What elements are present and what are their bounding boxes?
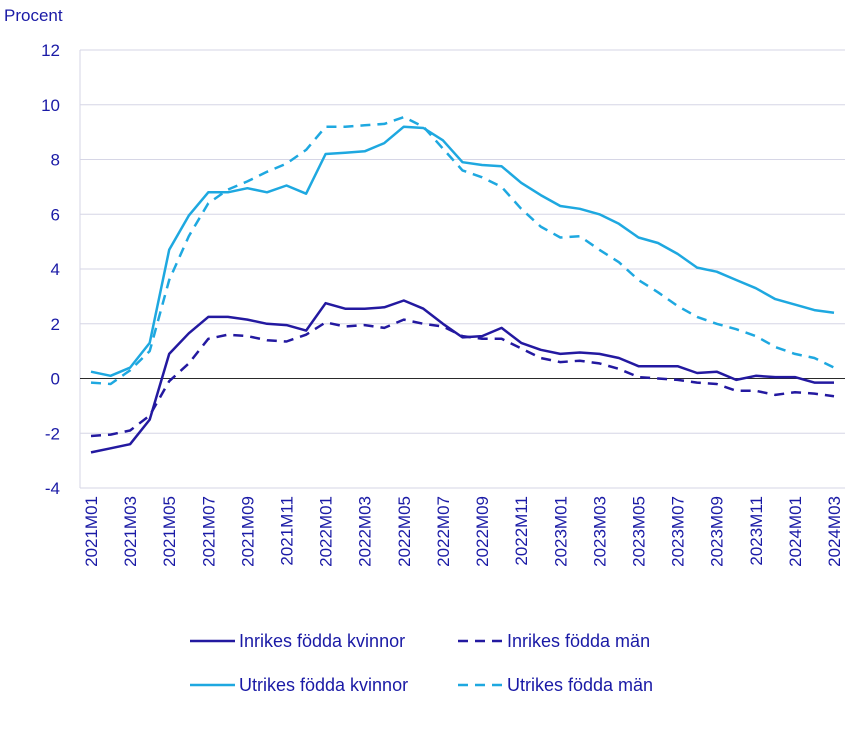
y-tick-label: -4 [45,479,60,498]
y-tick-label: 2 [51,315,60,334]
x-tick-label: 2023M11 [747,496,766,566]
x-tick-label: 2022M11 [512,496,531,566]
x-tick-label: 2023M01 [551,496,570,567]
series-line-inrikes-fodda-kvinnor [90,299,834,454]
x-tick-label: 2023M07 [669,496,688,567]
x-tick-label: 2021M01 [82,496,101,567]
y-axis-unit-label: Procent [4,6,63,25]
x-tick-label: 2021M05 [160,496,179,567]
legend: Inrikes födda kvinnor Inrikes födda män Ut… [190,631,653,695]
gridlines [80,49,845,489]
legend-label-utrikes-fodda-kvinnor: Utrikes födda kvinnor [239,675,408,695]
y-tick-label: 0 [51,370,60,389]
x-tick-label: 2022M01 [317,496,336,567]
series-line-inrikes-fodda-man [90,318,835,438]
x-tick-label: 2022M05 [395,496,414,567]
x-tick-label: 2024M01 [786,496,805,567]
y-tick-label: 12 [41,41,60,60]
y-tick-label: 6 [51,205,60,224]
y-tick-label: 10 [41,96,60,115]
legend-label-inrikes-fodda-man: Inrikes födda män [507,631,650,651]
y-tick-label: -2 [45,424,60,443]
x-tick-label: 2022M03 [356,496,375,567]
y-axis-ticks: 12 10 8 6 4 2 0 -2 -4 [41,41,60,498]
x-axis-ticks: 2021M01 2021M03 2021M05 2021M07 2021M09 2021M… [82,496,844,567]
x-tick-label: 2021M09 [238,496,257,567]
x-tick-label: 2021M07 [199,496,218,567]
x-tick-label: 2023M05 [629,496,648,567]
x-axis [79,50,845,488]
x-tick-label: 2023M09 [708,496,727,567]
x-tick-label: 2022M07 [434,496,453,567]
series-line-utrikes-fodda-kvinnor [90,125,835,378]
x-tick-label: 2021M03 [121,496,140,567]
x-tick-label: 2022M09 [473,496,492,567]
series-line-utrikes-fodda-man [90,115,835,386]
legend-label-inrikes-fodda-kvinnor: Inrikes födda kvinnor [239,631,405,651]
x-tick-label: 2021M11 [278,496,297,566]
y-tick-label: 4 [51,260,60,279]
x-tick-label: 2023M03 [590,496,609,567]
x-tick-label: 2024M03 [825,496,844,567]
series-lines [90,115,835,454]
y-tick-label: 8 [51,151,60,170]
legend-label-utrikes-fodda-man: Utrikes födda män [507,675,653,695]
